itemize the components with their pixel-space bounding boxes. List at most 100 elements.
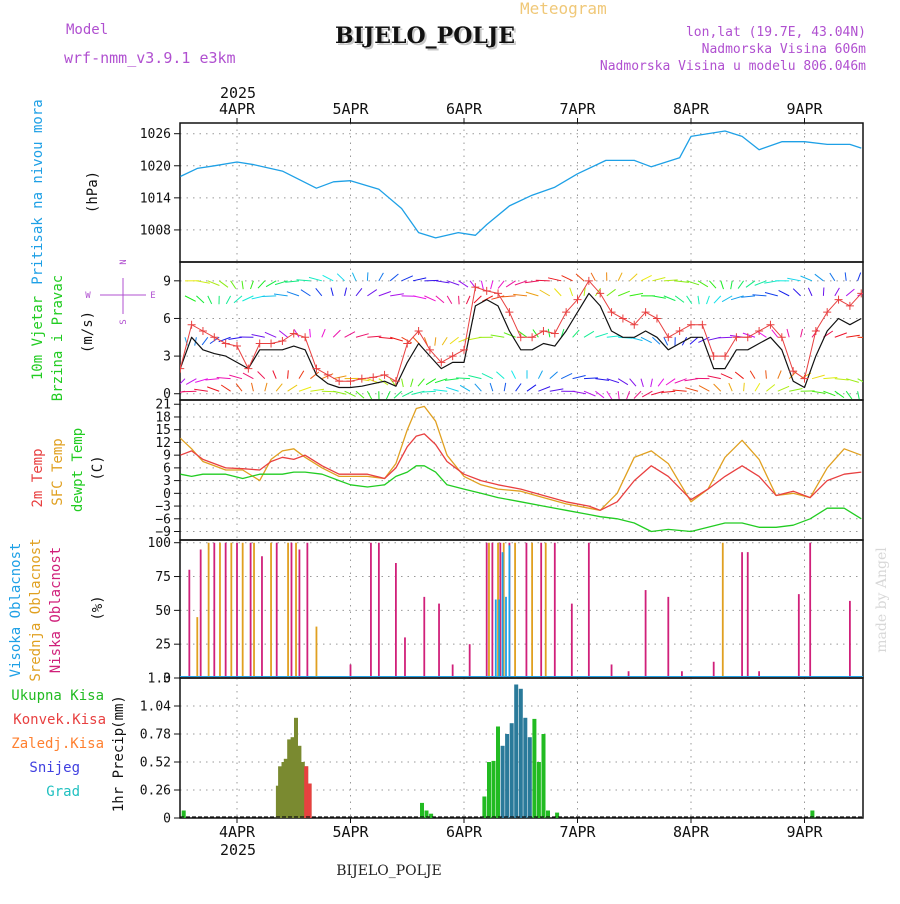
wind-arrow	[721, 374, 732, 379]
wind-arrow	[367, 290, 376, 296]
wind-gust-marker	[199, 327, 207, 335]
panel-frame	[180, 400, 863, 540]
precip-bar	[537, 762, 541, 818]
wind-arrow	[202, 337, 208, 345]
wind-arrow	[527, 385, 536, 391]
wind-arrow	[666, 379, 675, 385]
wind-arrow	[570, 288, 573, 296]
sfc-temp-line	[180, 406, 861, 510]
footer-station: BIJELO_POLJE	[336, 863, 441, 879]
ytick-label: 1.3	[148, 672, 171, 687]
date-tick-top: 9APR	[786, 100, 823, 118]
wind-arrow	[219, 281, 228, 287]
ytick-label: 1026	[140, 127, 171, 142]
legend-item: Konvek.Kisa	[13, 712, 106, 728]
ytick-label: 9	[163, 274, 171, 289]
meteogram-label: Meteogram	[520, 0, 607, 18]
wind-arrow	[288, 385, 298, 391]
cloud-unit: (%)	[90, 595, 106, 620]
wind-arrow	[708, 376, 721, 379]
wind-gust-marker	[698, 321, 706, 329]
wind-arrow	[591, 273, 595, 281]
wind-arrow	[337, 274, 344, 281]
wind-gust-marker	[619, 314, 627, 322]
wind-arrow	[540, 290, 550, 296]
wind-arrow	[538, 387, 550, 392]
wind-arrow	[687, 296, 692, 304]
wind-arrow	[512, 371, 516, 379]
wind-gust-marker	[267, 340, 275, 348]
model-name: wrf-nmm_v3.9.1 e3km	[64, 49, 236, 67]
wind-arrow	[548, 278, 561, 281]
wind-arrow	[299, 371, 304, 379]
legend-item: Zaledj.Kisa	[11, 736, 104, 752]
ytick-label: 1014	[140, 191, 171, 206]
wind-arrow	[402, 276, 413, 281]
wind-arrow	[322, 329, 325, 337]
wind-arrow	[685, 388, 698, 392]
lonlat-text: lon,lat (19.7E, 43.04N)	[686, 25, 866, 40]
wind-arrow	[808, 288, 812, 296]
wind-gust-marker	[210, 333, 218, 341]
wind-arrow	[459, 296, 460, 304]
wind-arrow	[779, 290, 790, 295]
temp-ylabel-1: 2m Temp	[30, 448, 46, 507]
wind-arrow	[498, 281, 504, 289]
date-tick-bottom: 4APR	[219, 823, 256, 841]
ytick-label: 1.04	[140, 700, 171, 715]
wind-arrow	[226, 296, 230, 304]
wind-arrow	[699, 386, 709, 392]
compass-n: N	[119, 259, 129, 264]
wind-arrow	[707, 296, 710, 304]
wind-gust-marker	[505, 308, 513, 316]
pressure-unit: (hPa)	[85, 171, 101, 213]
precip-bar	[492, 761, 496, 818]
wind-arrow	[236, 384, 242, 392]
wind-gust-marker	[381, 371, 389, 379]
wind-arrow	[413, 278, 426, 281]
wind-arrow	[301, 290, 311, 296]
wind-gust-marker	[233, 342, 241, 350]
precip-bar	[514, 685, 518, 819]
precip-bar	[482, 797, 486, 819]
compass-s: S	[119, 319, 129, 324]
wind-arrow	[846, 391, 852, 399]
wind-arrow	[506, 281, 515, 287]
wind-arrow	[288, 370, 289, 378]
wind-arrow	[789, 389, 802, 392]
wind-arrow	[787, 278, 800, 281]
wind-arrow	[276, 384, 282, 392]
wind-arrow	[735, 372, 743, 379]
wind-arrow	[447, 296, 452, 304]
ytick-label: 25	[155, 638, 171, 653]
wind-arrow	[801, 276, 813, 281]
ytick-label: 0.26	[140, 784, 171, 799]
wind-arrow	[258, 372, 265, 379]
wind-arrow	[279, 331, 287, 338]
wind-gust-marker	[687, 321, 695, 329]
panel-frame	[180, 123, 863, 262]
wind-arrow	[234, 296, 242, 303]
ytick-label: 100	[148, 536, 171, 551]
wind-arrow	[460, 385, 470, 391]
wind-arrow	[576, 274, 584, 281]
wind-series	[172, 272, 872, 399]
wind-arrow	[450, 337, 459, 344]
wind-arrow	[482, 373, 493, 378]
date-tick-top: 4APR	[219, 100, 256, 118]
wind-arrow	[731, 296, 744, 300]
wind-arrow	[273, 371, 276, 379]
wind-arrow	[835, 391, 844, 397]
wind-arrow	[323, 275, 334, 281]
wind-arrow	[573, 330, 580, 337]
precip-ylabel: 1hr Precip	[111, 728, 127, 812]
wind-ylabel-1: 10m Vjetar	[30, 296, 46, 380]
wind-arrow	[793, 289, 800, 296]
wind-arrow	[766, 370, 767, 378]
cloud-ylabel-1: Visoka Oblacnost	[8, 543, 24, 678]
wind-arrow	[573, 376, 586, 379]
wind-arrow	[634, 391, 641, 398]
wind-arrow	[186, 379, 196, 385]
